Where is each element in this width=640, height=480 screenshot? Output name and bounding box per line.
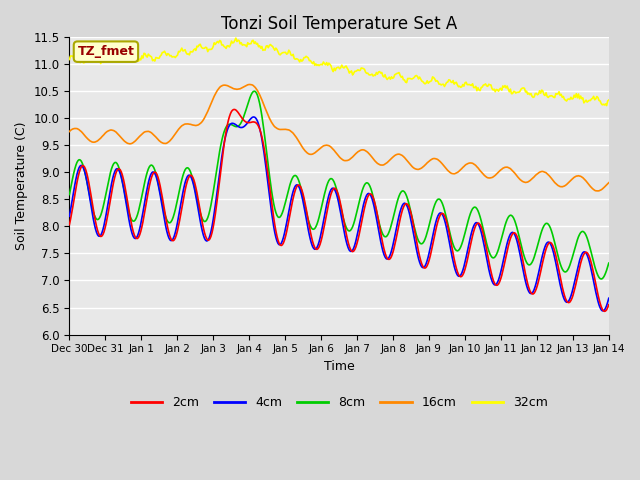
Legend: 2cm, 4cm, 8cm, 16cm, 32cm: 2cm, 4cm, 8cm, 16cm, 32cm — [125, 391, 552, 414]
Text: TZ_fmet: TZ_fmet — [77, 45, 134, 58]
Y-axis label: Soil Temperature (C): Soil Temperature (C) — [15, 121, 28, 250]
Title: Tonzi Soil Temperature Set A: Tonzi Soil Temperature Set A — [221, 15, 457, 33]
X-axis label: Time: Time — [324, 360, 355, 373]
